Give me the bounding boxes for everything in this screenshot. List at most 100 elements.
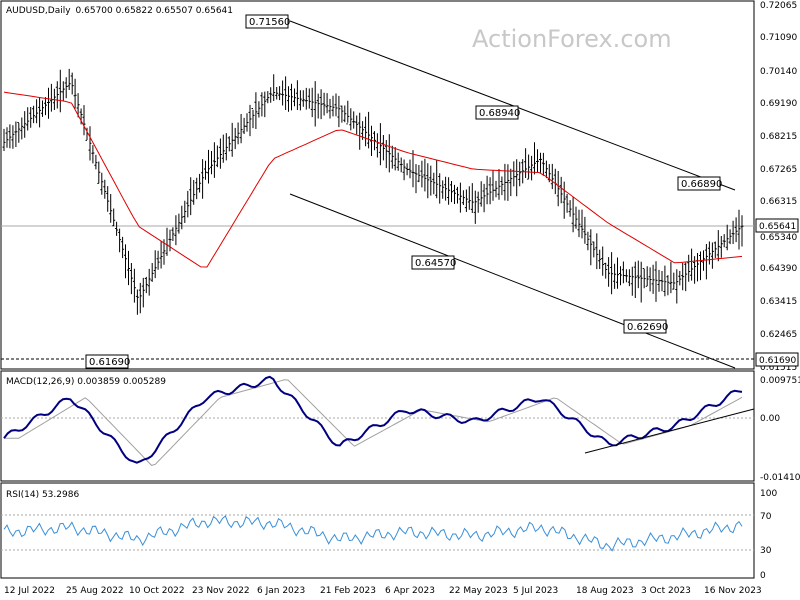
macd-trendline [584,408,755,454]
price-bar [224,133,228,161]
price-bar [435,159,439,199]
price-bar [690,248,694,281]
price-bar [411,150,415,188]
price-bar [595,233,599,270]
price-bar [26,107,30,131]
price-bar [248,104,252,137]
price-bar [734,217,738,243]
annotation-low-3: 0.61690 [85,354,130,369]
price-bar [423,158,427,192]
price-bar [41,100,44,117]
price-bar [2,128,6,151]
date-label: 6 Apr 2023 [385,586,435,596]
price-bar [239,114,243,144]
price-bar [461,190,465,205]
price-bar [737,209,741,250]
price-bar [331,95,335,117]
price-bar [112,208,116,227]
price-bar [627,269,631,287]
price-bar [491,170,495,201]
price-bar [135,289,139,315]
price-bar [601,246,605,276]
price-bar [61,81,65,101]
price-bar [408,159,412,179]
price-bar [444,176,448,201]
price-bar [672,272,676,290]
price-bar [266,91,270,104]
price-bar [171,227,175,241]
price-bar [186,190,190,218]
price-bar [192,180,196,205]
price-bar [207,149,210,184]
price-bar [177,213,181,234]
annotation-high-1: 0.71560 [245,14,290,29]
price-tick: 0.67265 [760,165,797,175]
price-bar [275,87,279,100]
price-bar [378,123,382,166]
price-bar [669,261,673,294]
price-bar [373,131,376,151]
price-bar [14,121,18,147]
price-bar [458,182,462,213]
price-bar [165,227,169,256]
price-bar [630,266,634,296]
price-bar [515,159,519,197]
price-bar [153,250,157,279]
price-bar [524,148,528,178]
price-bar [272,74,276,101]
annotation-high-3: 0.66890 [677,176,722,191]
price-bar [450,181,453,203]
price-bar [574,206,578,229]
price-bar [343,105,347,123]
price-bar [568,200,572,217]
price-bar [580,209,584,239]
price-bar [304,87,308,110]
price-bar [337,95,341,128]
date-label: 25 Aug 2022 [66,586,124,596]
price-bar [115,221,119,236]
price-bar [604,262,608,279]
moving-average-line [3,91,743,268]
price-bar [334,93,338,117]
price-bar [269,87,273,103]
price-bar [370,125,373,156]
price-bar [420,160,424,188]
price-bar [290,83,293,111]
date-label: 5 Jul 2023 [513,586,558,596]
price-bar [678,270,682,286]
price-bar [204,160,207,180]
price-bar [156,250,160,270]
price-candles [2,68,744,315]
price-bar [364,116,368,147]
price-bar [227,136,231,152]
price-bar [147,268,151,296]
price-bar [586,231,590,251]
price-bar [675,269,679,304]
price-bar [32,105,36,124]
price-bar [64,77,68,99]
price-bar [610,252,614,295]
channel-lower-trendline [289,193,736,369]
rsi-panel-frame [0,482,755,579]
price-bar [233,127,237,150]
price-bar [562,181,566,219]
price-bar [328,98,332,119]
price-bar [687,254,691,282]
rsi-tick: 70 [760,512,772,522]
price-bar [97,161,101,184]
current-price-label: 0.65641 [759,222,796,232]
annotation-high-2: 0.68940 [475,105,520,120]
price-bar [414,164,418,194]
price-bar [619,266,622,286]
date-label: 18 Aug 2023 [576,586,634,596]
price-bar [533,142,536,175]
price-tick: 0.65340 [760,233,797,243]
price-bar [245,113,249,132]
price-bar [559,176,563,204]
date-label: 6 Jan 2023 [257,586,305,596]
price-bar [221,134,225,163]
price-axis: 0.72065 0.71090 0.70140 0.69190 0.68215 … [760,1,797,373]
price-bar [281,80,285,106]
price-bar [506,164,510,201]
date-label: 16 Nov 2023 [704,586,762,596]
